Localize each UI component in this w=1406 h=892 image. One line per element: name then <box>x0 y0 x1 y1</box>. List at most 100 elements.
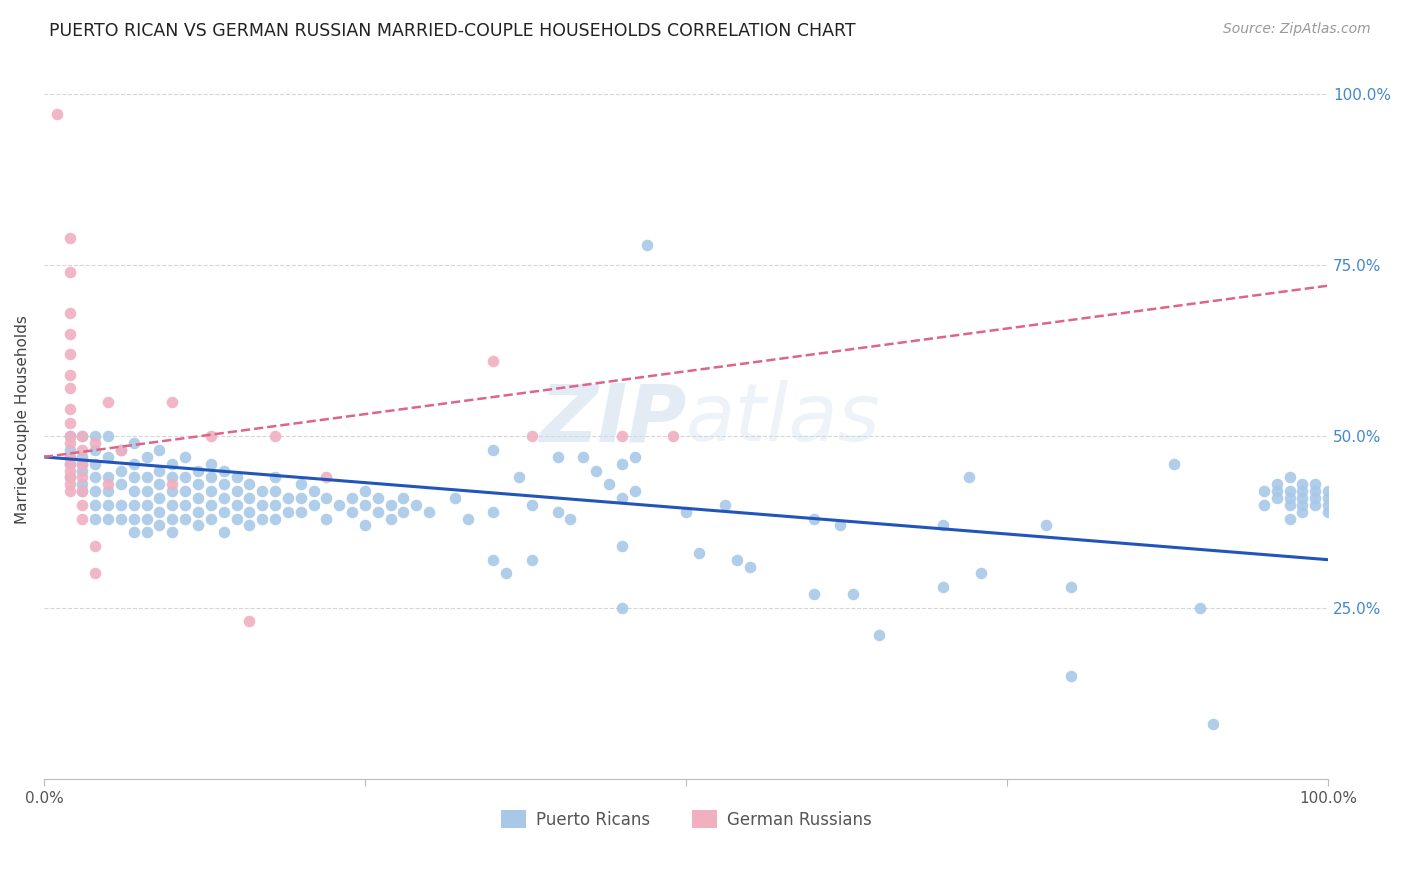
Point <box>122 484 145 499</box>
Point <box>58 416 80 430</box>
Point <box>97 511 120 525</box>
Point <box>1278 491 1301 505</box>
Point <box>1278 498 1301 512</box>
Point <box>97 477 120 491</box>
Point <box>135 511 157 525</box>
Point <box>174 470 197 484</box>
Point <box>508 470 530 484</box>
Point <box>367 491 389 505</box>
Text: 144: 144 <box>758 106 796 124</box>
Point <box>72 484 94 499</box>
Point <box>72 450 94 464</box>
Point <box>225 511 247 525</box>
Point <box>200 457 222 471</box>
Point <box>830 518 852 533</box>
Point <box>418 505 440 519</box>
Point <box>187 518 209 533</box>
Point <box>122 511 145 525</box>
Point <box>1291 491 1313 505</box>
Point <box>610 600 633 615</box>
Point <box>560 511 582 525</box>
Point <box>200 484 222 499</box>
Point <box>187 491 209 505</box>
Point <box>623 450 645 464</box>
Point <box>1278 470 1301 484</box>
Text: N =: N = <box>706 161 745 179</box>
Point <box>58 429 80 443</box>
Point <box>238 615 260 629</box>
Point <box>58 450 80 464</box>
Point <box>340 505 363 519</box>
Point <box>84 443 107 458</box>
Point <box>174 498 197 512</box>
Point <box>58 326 80 341</box>
Point <box>405 498 427 512</box>
Point <box>264 470 287 484</box>
Point <box>1303 477 1326 491</box>
Point <box>250 484 273 499</box>
Point <box>623 484 645 499</box>
Point <box>238 518 260 533</box>
Point <box>110 498 132 512</box>
Point <box>110 464 132 478</box>
Point <box>135 470 157 484</box>
Point <box>58 443 80 458</box>
Point <box>1035 518 1057 533</box>
Point <box>1253 484 1275 499</box>
Point <box>1291 505 1313 519</box>
Point <box>302 498 325 512</box>
Point <box>174 484 197 499</box>
Point <box>58 230 80 244</box>
Point <box>148 464 170 478</box>
Point <box>162 484 184 499</box>
Point <box>520 498 543 512</box>
Point <box>212 491 235 505</box>
Point <box>250 511 273 525</box>
Point <box>200 498 222 512</box>
Point <box>367 505 389 519</box>
Point <box>1163 457 1185 471</box>
Point <box>135 450 157 464</box>
Point <box>688 546 710 560</box>
Point <box>250 498 273 512</box>
Point <box>58 457 80 471</box>
Point <box>162 525 184 540</box>
Point <box>58 484 80 499</box>
Point <box>84 539 107 553</box>
Point <box>482 552 505 566</box>
Point <box>58 470 80 484</box>
Point <box>315 470 337 484</box>
Point <box>1303 498 1326 512</box>
Point <box>84 511 107 525</box>
Point <box>932 580 955 594</box>
Point <box>482 443 505 458</box>
Point <box>58 381 80 395</box>
Point <box>97 498 120 512</box>
Point <box>212 505 235 519</box>
Point <box>110 443 132 458</box>
Point <box>238 491 260 505</box>
Point <box>662 429 685 443</box>
Text: atlas: atlas <box>686 380 880 458</box>
Point <box>302 484 325 499</box>
Text: ZIP: ZIP <box>538 380 686 458</box>
Point <box>212 464 235 478</box>
Point <box>1278 511 1301 525</box>
Point <box>72 457 94 471</box>
Point <box>58 429 80 443</box>
Point <box>162 457 184 471</box>
Point <box>135 498 157 512</box>
Point <box>58 470 80 484</box>
Point <box>72 484 94 499</box>
Point <box>610 457 633 471</box>
Point <box>868 628 890 642</box>
Point <box>225 484 247 499</box>
Point <box>1317 498 1340 512</box>
Point <box>225 498 247 512</box>
Point <box>122 498 145 512</box>
Point <box>174 511 197 525</box>
Point <box>725 552 748 566</box>
Point <box>328 498 350 512</box>
Point <box>72 477 94 491</box>
Point <box>932 518 955 533</box>
